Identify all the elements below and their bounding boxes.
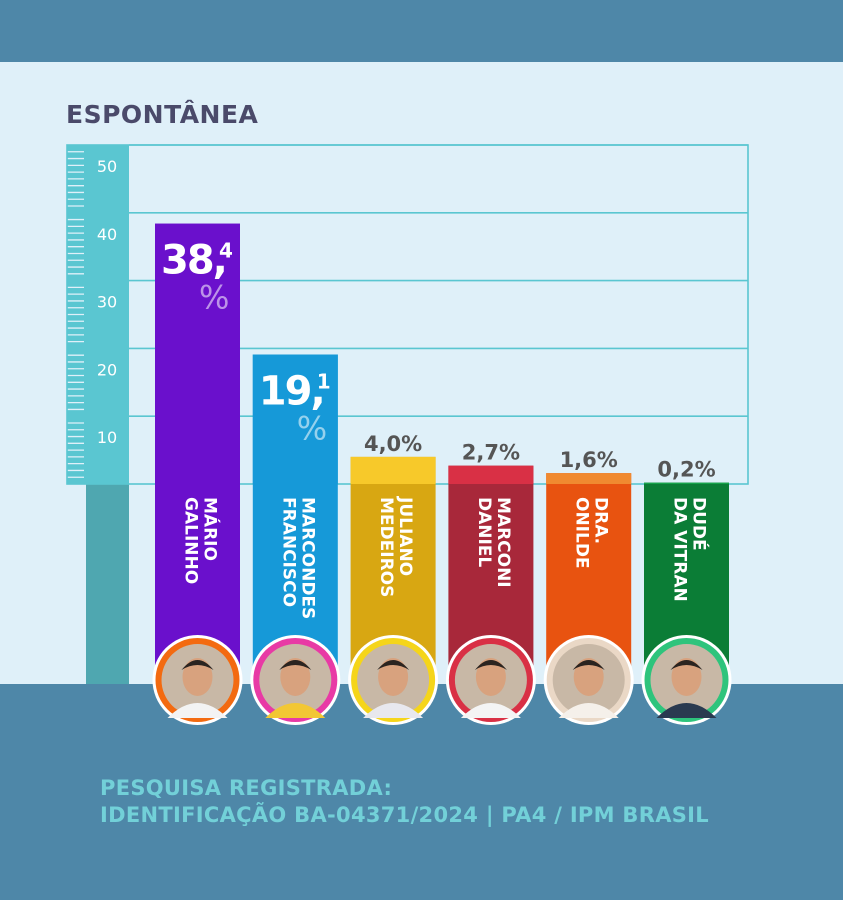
y-tick-label-10: 10	[97, 428, 117, 447]
bar-name-marcondes-francisco: MARCONDESFRANCISCO	[278, 497, 317, 619]
photo-face-juliano-medeiros	[378, 658, 409, 696]
bar-value-marconi-daniel	[448, 465, 534, 484]
value-label-int-marcondes-francisco: 19,	[259, 369, 324, 415]
footer-line-1: PESQUISA REGISTRADA:	[100, 776, 393, 800]
footer-line-2: IDENTIFICAÇÃO BA-04371/2024 | PA4 / IPM …	[100, 803, 709, 827]
survey-registration-footer: PESQUISA REGISTRADA: IDENTIFICAÇÃO BA-04…	[100, 775, 709, 829]
photo-face-marcondes-francisco	[280, 658, 311, 696]
photo-face-dud-da-vitran	[671, 658, 702, 696]
y-tick-label-50: 50	[97, 157, 117, 176]
value-label-dra-onilde: 1,6%	[560, 448, 618, 472]
photo-shirt-marconi-daniel	[460, 703, 521, 718]
photo-shirt-dra-onilde	[558, 703, 619, 718]
photo-shirt-juliano-medeiros	[363, 703, 424, 718]
bar-value-dud-da-vitran	[644, 482, 729, 484]
photo-shirt-m-rio-galinho	[167, 703, 228, 718]
bar-value-juliano-medeiros	[350, 456, 436, 484]
chart-title: ESPONTÂNEA	[66, 100, 259, 129]
bar-name-juliano-medeiros: JULIANOMEDEIROS	[376, 496, 415, 597]
y-tick-label-30: 30	[97, 293, 117, 312]
value-label-pct-marcondes-francisco: %	[297, 410, 327, 448]
bar-value-marcondes-francisco	[252, 354, 338, 484]
photo-hair-dud-da-vitran	[670, 660, 703, 670]
ruler-base	[86, 484, 129, 684]
photo-shirt-marcondes-francisco	[265, 703, 326, 718]
photo-hair-juliano-medeiros	[377, 660, 410, 670]
value-label-marconi-daniel: 2,7%	[462, 441, 520, 465]
photo-face-marconi-daniel	[475, 658, 506, 696]
value-label-pct-m-rio-galinho: %	[199, 279, 229, 317]
photo-hair-dra-onilde	[572, 660, 605, 670]
value-label-int-m-rio-galinho: 38,	[161, 238, 226, 284]
bar-value-m-rio-galinho	[155, 223, 240, 484]
value-label-dec-marcondes-francisco: 1	[317, 370, 331, 394]
bar-name-dud-da-vitran: DUDÉDA VITRAN	[670, 497, 711, 602]
y-tick-label-40: 40	[97, 225, 117, 244]
photo-hair-m-rio-galinho	[181, 660, 214, 670]
photo-hair-marcondes-francisco	[279, 660, 312, 670]
photo-face-m-rio-galinho	[182, 658, 213, 696]
top-band	[0, 0, 843, 62]
value-label-dec-m-rio-galinho: 4	[219, 239, 233, 263]
bar-value-dra-onilde	[546, 473, 632, 484]
photo-shirt-dud-da-vitran	[656, 703, 717, 718]
photo-face-dra-onilde	[573, 658, 604, 696]
photo-hair-marconi-daniel	[474, 660, 507, 670]
y-tick-label-20: 20	[97, 360, 117, 379]
bar-name-m-rio-galinho: MÁRIOGALINHO	[181, 497, 222, 584]
value-label-dud-da-vitran: 0,2%	[657, 458, 715, 482]
value-label-juliano-medeiros: 4,0%	[364, 432, 422, 456]
bar-name-dra-onilde: DRA.ONILDE	[572, 497, 611, 569]
bar-name-marconi-daniel: MARCONIDANIEL	[474, 497, 513, 588]
